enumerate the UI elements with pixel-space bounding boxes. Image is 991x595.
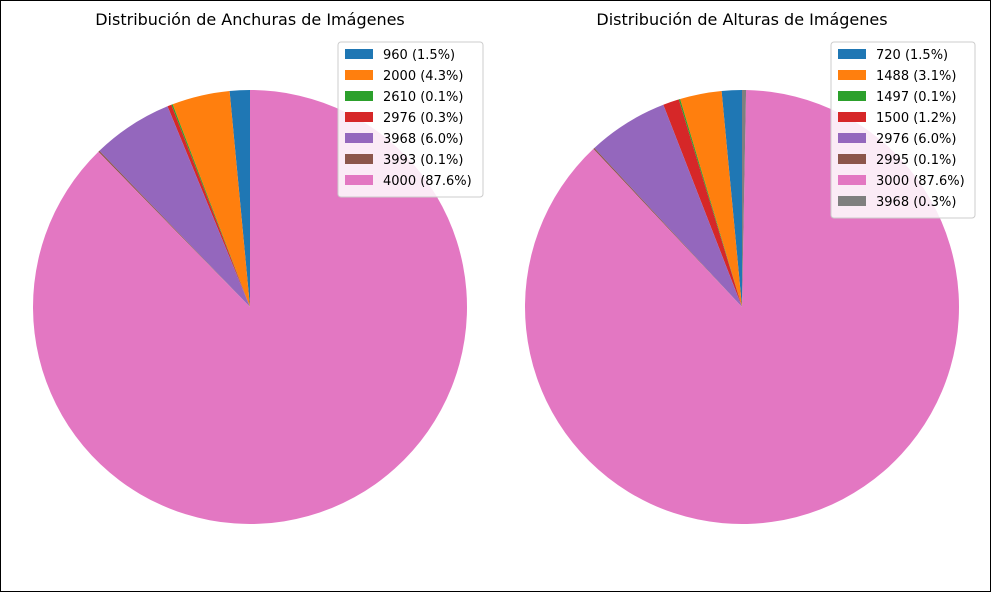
legend: 960 (1.5%) 2000 (4.3%) 2610 (0.1%) 2976 (0.… [337,41,484,198]
legend-swatch [345,112,373,122]
pie-slice [680,90,742,308]
legend-label: 1488 (3.1%) [876,69,956,84]
legend-swatch [838,175,866,185]
legend-swatch [838,70,866,80]
pie-slice [33,90,468,524]
pie-slice [593,147,742,307]
legend-label: 960 (1.5%) [383,48,455,63]
pie-slice [99,106,250,307]
legend-swatch [838,112,866,122]
pie-slice [98,150,250,307]
pie-slice [229,89,250,307]
pie-slice [172,90,250,308]
legend-swatch [838,154,866,164]
legend-label: 3968 (6.0%) [383,132,463,147]
pie-slice [678,99,742,308]
legend-swatch [345,49,373,59]
legend-label: 2610 (0.1%) [383,90,463,105]
chart-title: Distribución de Anchuras de Imágenes [95,10,405,29]
legend-swatch [345,133,373,143]
pie-slices [33,89,468,524]
legend-swatch [838,49,866,59]
legend-swatch [345,91,373,101]
legend-label: 2976 (0.3%) [383,111,463,126]
chart-title: Distribución de Alturas de Imágenes [596,10,887,29]
legend-frame [830,41,976,219]
legend-label: 2976 (6.0%) [876,132,956,147]
pie-slice [742,90,747,307]
legend-swatch [345,175,373,185]
legend-label: 720 (1.5%) [876,48,948,63]
legend-swatch [838,91,866,101]
pie-slice [594,104,742,308]
legend-label: 2000 (4.3%) [383,69,463,84]
pie-slice [721,90,742,307]
legend-label: 3993 (0.1%) [383,153,463,168]
legend-swatch [838,196,866,206]
chart-widths: Distribución de Anchuras de Imágenes 960… [33,10,484,524]
legend-label: 4000 (87.6%) [383,174,472,189]
legend-label: 3968 (0.3%) [876,195,956,210]
legend-label: 2995 (0.1%) [876,153,956,168]
legend-label: 1500 (1.2%) [876,111,956,126]
legend: 720 (1.5%) 1488 (3.1%) 1497 (0.1%) 1500 (1.… [830,41,976,219]
legend-swatch [345,70,373,80]
legend-label: 3000 (87.6%) [876,174,965,189]
legend-swatch [345,154,373,164]
pie-slice [663,99,742,307]
legend-label: 1497 (0.1%) [876,90,956,105]
pie-slice [171,104,250,307]
legend-swatch [838,133,866,143]
chart-heights: Distribución de Alturas de Imágenes 720 … [524,10,976,525]
legend-frame [337,41,484,198]
pie-slice [167,104,250,308]
